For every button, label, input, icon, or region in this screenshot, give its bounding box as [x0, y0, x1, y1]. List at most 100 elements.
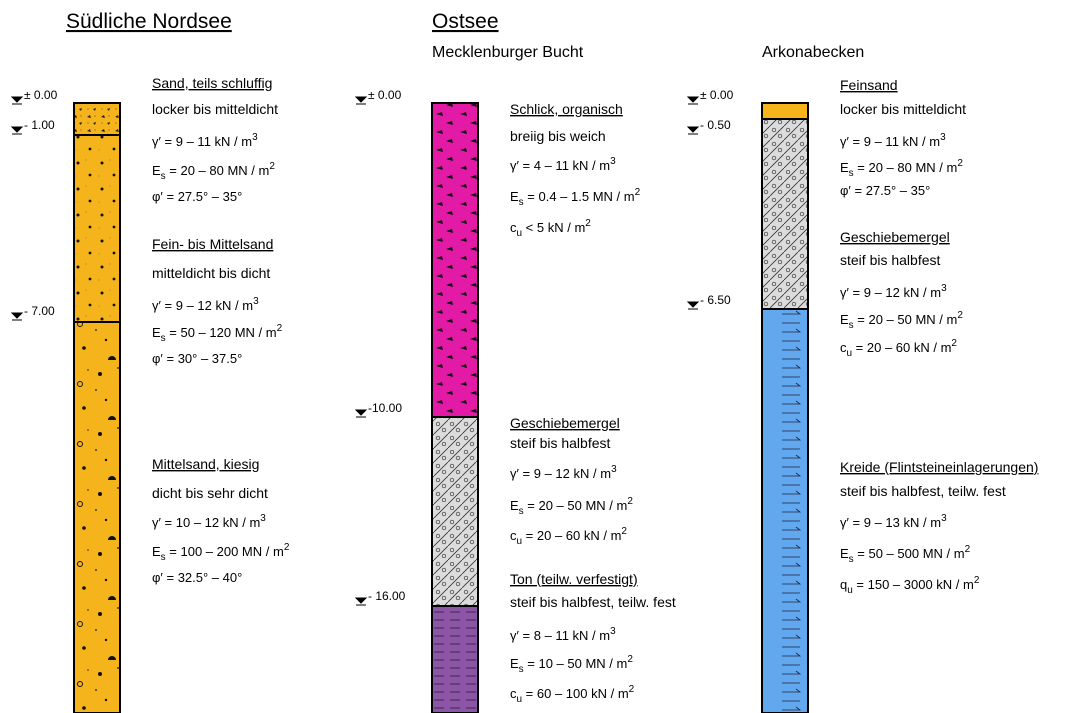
value: = 20 – 50 MN / m	[854, 312, 958, 327]
value: = 100 – 200 MN / m	[166, 544, 284, 559]
soil-property: Es = 100 – 200 MN / m2	[152, 542, 290, 563]
depth-marker	[12, 127, 22, 134]
depth-marker	[356, 598, 366, 605]
symbol: E	[840, 312, 849, 327]
value: = 9 – 12 kN / m	[849, 285, 941, 300]
soil-layer	[74, 135, 120, 322]
layer-state: dicht bis sehr dicht	[152, 485, 268, 501]
value: = 60 – 100 kN / m	[522, 686, 629, 701]
soil-property: Es = 20 – 80 MN / m2	[840, 158, 963, 179]
value: = 10 – 50 MN / m	[524, 656, 628, 671]
layer-state: steif bis halbfest	[510, 435, 610, 451]
symbol: φ′	[840, 183, 851, 198]
soil-property: Es = 20 – 50 MN / m2	[840, 310, 963, 331]
soil-property: γ′ = 9 – 12 kN / m3	[510, 464, 617, 481]
layer-name: Kreide (Flintsteineinlagerungen)	[840, 459, 1038, 475]
depth-label: - 7.00	[24, 304, 55, 318]
superscript: 2	[635, 187, 641, 198]
layer-state: locker bis mitteldicht	[152, 101, 278, 117]
depth-marker	[688, 302, 698, 309]
superscript: 2	[974, 575, 980, 586]
depth-label: - 6.50	[700, 293, 731, 307]
superscript: 2	[627, 496, 633, 507]
soil-property: γ′ = 9 – 12 kN / m3	[840, 283, 947, 300]
depth-label: ± 0.00	[368, 88, 402, 102]
profile-name: Mecklenburger Bucht	[432, 44, 584, 61]
superscript: 2	[269, 161, 275, 172]
value: = 150 – 3000 kN / m	[853, 577, 974, 592]
soil-layer	[74, 103, 120, 135]
superscript: 3	[610, 156, 616, 167]
layer-name: Ton (teilw. verfestigt)	[510, 571, 638, 587]
superscript: 2	[957, 310, 963, 321]
soil-property: γ′ = 9 – 11 kN / m3	[840, 132, 946, 149]
symbol: E	[152, 163, 161, 178]
depth-label: - 16.00	[368, 589, 406, 603]
superscript: 2	[965, 544, 971, 555]
region-title: Ostsee	[432, 10, 499, 33]
value: = 20 – 60 kN / m	[852, 340, 951, 355]
soil-layer	[74, 322, 120, 713]
superscript: 2	[284, 542, 290, 553]
superscript: 3	[941, 283, 947, 294]
superscript: 2	[621, 526, 627, 537]
depth-label: - 1.00	[24, 118, 55, 132]
superscript: 2	[951, 338, 957, 349]
layer-name: Schlick, organisch	[510, 101, 623, 117]
symbol: E	[840, 546, 849, 561]
value: < 5 kN / m	[522, 220, 585, 235]
superscript: 3	[941, 513, 947, 524]
superscript: 2	[629, 684, 635, 695]
soil-layer	[432, 417, 478, 606]
value: = 32.5° – 40°	[163, 570, 242, 585]
value: = 20 – 80 MN / m	[166, 163, 270, 178]
superscript: 3	[940, 132, 946, 143]
soil-property: Es = 0.4 – 1.5 MN / m2	[510, 187, 641, 208]
layer-name: Geschiebemergel	[510, 415, 620, 431]
symbol: q	[840, 577, 847, 592]
symbol: E	[840, 160, 849, 175]
value: = 20 – 60 kN / m	[522, 528, 621, 543]
value: = 30° – 37.5°	[163, 351, 242, 366]
layer-state: locker bis mitteldicht	[840, 101, 966, 117]
soil-layer	[762, 119, 808, 309]
soil-property: Es = 50 – 120 MN / m2	[152, 323, 283, 344]
layer-name: Fein- bis Mittelsand	[152, 236, 273, 252]
soil-property: φ′ = 27.5° – 35°	[152, 189, 242, 204]
depth-marker	[12, 313, 22, 320]
soil-property: γ′ = 4 – 11 kN / m3	[510, 156, 616, 173]
depth-label: -10.00	[368, 401, 402, 415]
value: = 20 – 80 MN / m	[854, 160, 958, 175]
soil-layer	[432, 103, 478, 417]
soil-property: γ′ = 9 – 13 kN / m3	[840, 513, 947, 530]
depth-marker	[12, 97, 22, 104]
superscript: 2	[957, 158, 963, 169]
superscript: 3	[252, 132, 258, 143]
depth-label: ± 0.00	[700, 88, 734, 102]
value: = 9 – 13 kN / m	[849, 515, 941, 530]
superscript: 2	[585, 218, 591, 229]
soil-layer	[762, 103, 808, 119]
superscript: 3	[610, 626, 616, 637]
symbol: φ′	[152, 189, 163, 204]
depth-marker	[688, 97, 698, 104]
soil-profile-diagram: Südliche NordseeOstseeSand, teils schluf…	[0, 0, 1086, 713]
soil-property: Es = 10 – 50 MN / m2	[510, 654, 633, 675]
layer-state: steif bis halbfest, teilw. fest	[510, 594, 676, 610]
region-title: Südliche Nordsee	[66, 10, 232, 33]
soil-property: cu = 20 – 60 kN / m2	[510, 526, 627, 547]
soil-property: Es = 50 – 500 MN / m2	[840, 544, 971, 565]
value: = 20 – 50 MN / m	[524, 498, 628, 513]
profile-name: Arkonabecken	[762, 44, 864, 61]
superscript: 3	[260, 513, 266, 524]
layer-state: steif bis halbfest, teilw. fest	[840, 483, 1006, 499]
symbol: φ′	[152, 570, 163, 585]
depth-label: - 0.50	[700, 118, 731, 132]
depth-marker	[356, 97, 366, 104]
value: = 50 – 120 MN / m	[166, 325, 277, 340]
superscript: 3	[611, 464, 617, 475]
soil-layer	[762, 309, 808, 713]
soil-property: Es = 20 – 80 MN / m2	[152, 161, 275, 182]
soil-property: γ′ = 9 – 11 kN / m3	[152, 132, 258, 149]
soil-property: cu = 60 – 100 kN / m2	[510, 684, 635, 705]
